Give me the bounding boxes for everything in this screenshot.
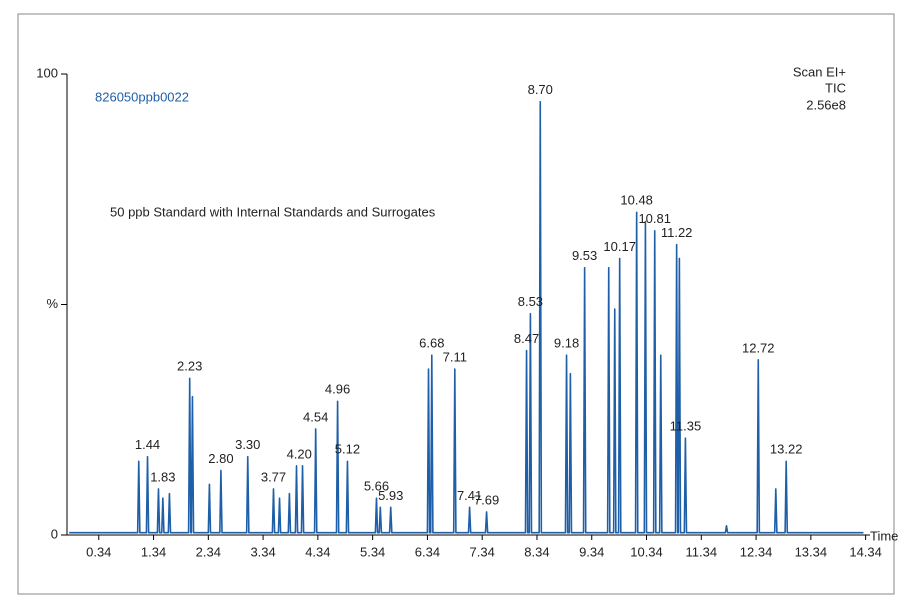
sample-id: 826050ppb0022 xyxy=(95,89,189,104)
peak-label: 7.11 xyxy=(443,349,467,364)
peak-label: 8.47 xyxy=(514,331,539,346)
x-tick-label: 0.34 xyxy=(86,544,111,559)
peak-label: 1.44 xyxy=(135,437,160,452)
peak-label: 4.20 xyxy=(287,446,312,461)
x-tick-label: 1.34 xyxy=(141,544,166,559)
peak-label: 10.17 xyxy=(603,239,636,254)
x-tick-label: 6.34 xyxy=(415,544,440,559)
x-tick-label: 4.34 xyxy=(305,544,330,559)
x-tick-label: 10.34 xyxy=(630,544,663,559)
trace xyxy=(69,100,864,534)
peak-label: 6.68 xyxy=(419,336,444,351)
y-tick-label: 0 xyxy=(51,526,58,541)
peak-label: 11.22 xyxy=(661,225,693,240)
x-tick-label: 9.34 xyxy=(579,544,604,559)
peak-label: 1.83 xyxy=(150,469,175,484)
peak-label: 3.77 xyxy=(261,469,286,484)
x-tick-label: 7.34 xyxy=(470,544,495,559)
subtitle: 50 ppb Standard with Internal Standards … xyxy=(110,204,436,219)
peak-label: 10.48 xyxy=(620,193,653,208)
peak-label: 11.35 xyxy=(670,419,702,434)
x-tick-label: 5.34 xyxy=(360,544,385,559)
peak-label: 12.72 xyxy=(742,340,775,355)
x-tick-label: 2.34 xyxy=(196,544,221,559)
peak-label: 8.70 xyxy=(528,82,553,97)
x-tick-label: 14.34 xyxy=(849,544,882,559)
y-tick-label: % xyxy=(46,296,58,311)
peak-label: 10.81 xyxy=(638,211,671,226)
x-tick-label: 8.34 xyxy=(524,544,549,559)
peak-label: 2.23 xyxy=(177,359,202,374)
peak-label: 9.18 xyxy=(554,336,579,351)
x-axis-label: Time xyxy=(870,528,898,543)
peak-label: 7.41 xyxy=(457,488,482,503)
peak-label: 4.96 xyxy=(325,382,350,397)
peak-label: 2.80 xyxy=(208,451,233,466)
peak-label: 5.12 xyxy=(335,442,360,457)
peak-label: 3.30 xyxy=(235,437,260,452)
scan-info: Scan EI+ xyxy=(793,64,846,79)
x-tick-label: 3.34 xyxy=(250,544,275,559)
peak-label: 5.93 xyxy=(378,488,403,503)
peak-label: 8.53 xyxy=(518,294,543,309)
peak-label: 9.53 xyxy=(572,248,597,263)
peak-label: 4.54 xyxy=(303,409,328,424)
x-tick-label: 12.34 xyxy=(740,544,773,559)
y-tick-label: 100 xyxy=(36,65,58,80)
peak-label: 7.69 xyxy=(474,492,499,507)
x-tick-label: 13.34 xyxy=(795,544,828,559)
peak-label: 13.22 xyxy=(770,442,803,457)
x-tick-label: 11.34 xyxy=(686,544,718,559)
scan-info: TIC xyxy=(825,80,846,95)
peak-label: 5.66 xyxy=(364,479,389,494)
scan-info: 2.56e8 xyxy=(806,97,846,112)
